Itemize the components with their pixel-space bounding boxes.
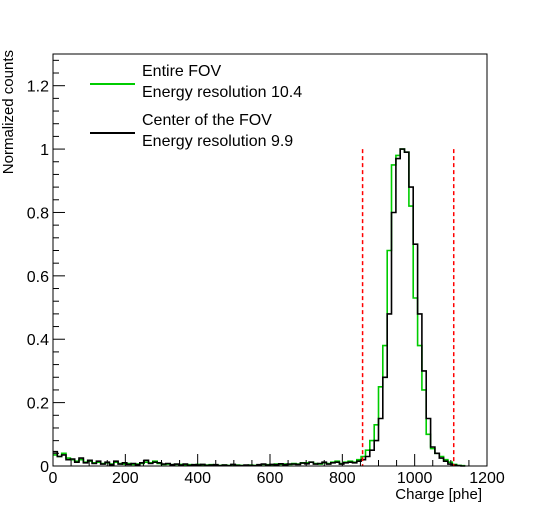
legend-resolution-entire-fov: Energy resolution 10.4 [142, 84, 302, 101]
y-tick-label: 0.8 [27, 205, 49, 222]
y-tick-label: 1.2 [27, 79, 49, 96]
legend-resolution-center-fov: Energy resolution 9.9 [142, 133, 293, 150]
y-tick-label: 0.4 [27, 332, 49, 349]
y-tick-label: 0 [40, 459, 49, 476]
y-tick-label: 0.2 [27, 396, 49, 413]
y-tick-label: 0.6 [27, 269, 49, 286]
axes: 0 200 400 600 800 1000 1200 0 0.2 0.4 0.6 0.8 1 1.2 [27, 53, 505, 487]
x-tick-label: 600 [257, 470, 284, 487]
x-tick-label: 200 [112, 470, 139, 487]
y-tick-label: 1 [40, 142, 49, 159]
x-tick-label: 1200 [469, 470, 505, 487]
legend-label-entire-fov: Entire FOV [142, 63, 221, 80]
x-tick-label: 1000 [397, 470, 433, 487]
legend-label-center-fov: Center of the FOV [142, 112, 272, 129]
y-axis-title: Normalized counts [0, 50, 17, 174]
plot-area [53, 148, 466, 467]
x-tick-label: 400 [184, 470, 211, 487]
x-axis-title: Charge [phe] [395, 486, 482, 503]
legend: Entire FOV Energy resolution 10.4 Center o… [90, 63, 302, 150]
x-tick-label: 800 [329, 470, 356, 487]
x-tick-label: 0 [49, 470, 58, 487]
series-line-center-fov [53, 148, 466, 467]
